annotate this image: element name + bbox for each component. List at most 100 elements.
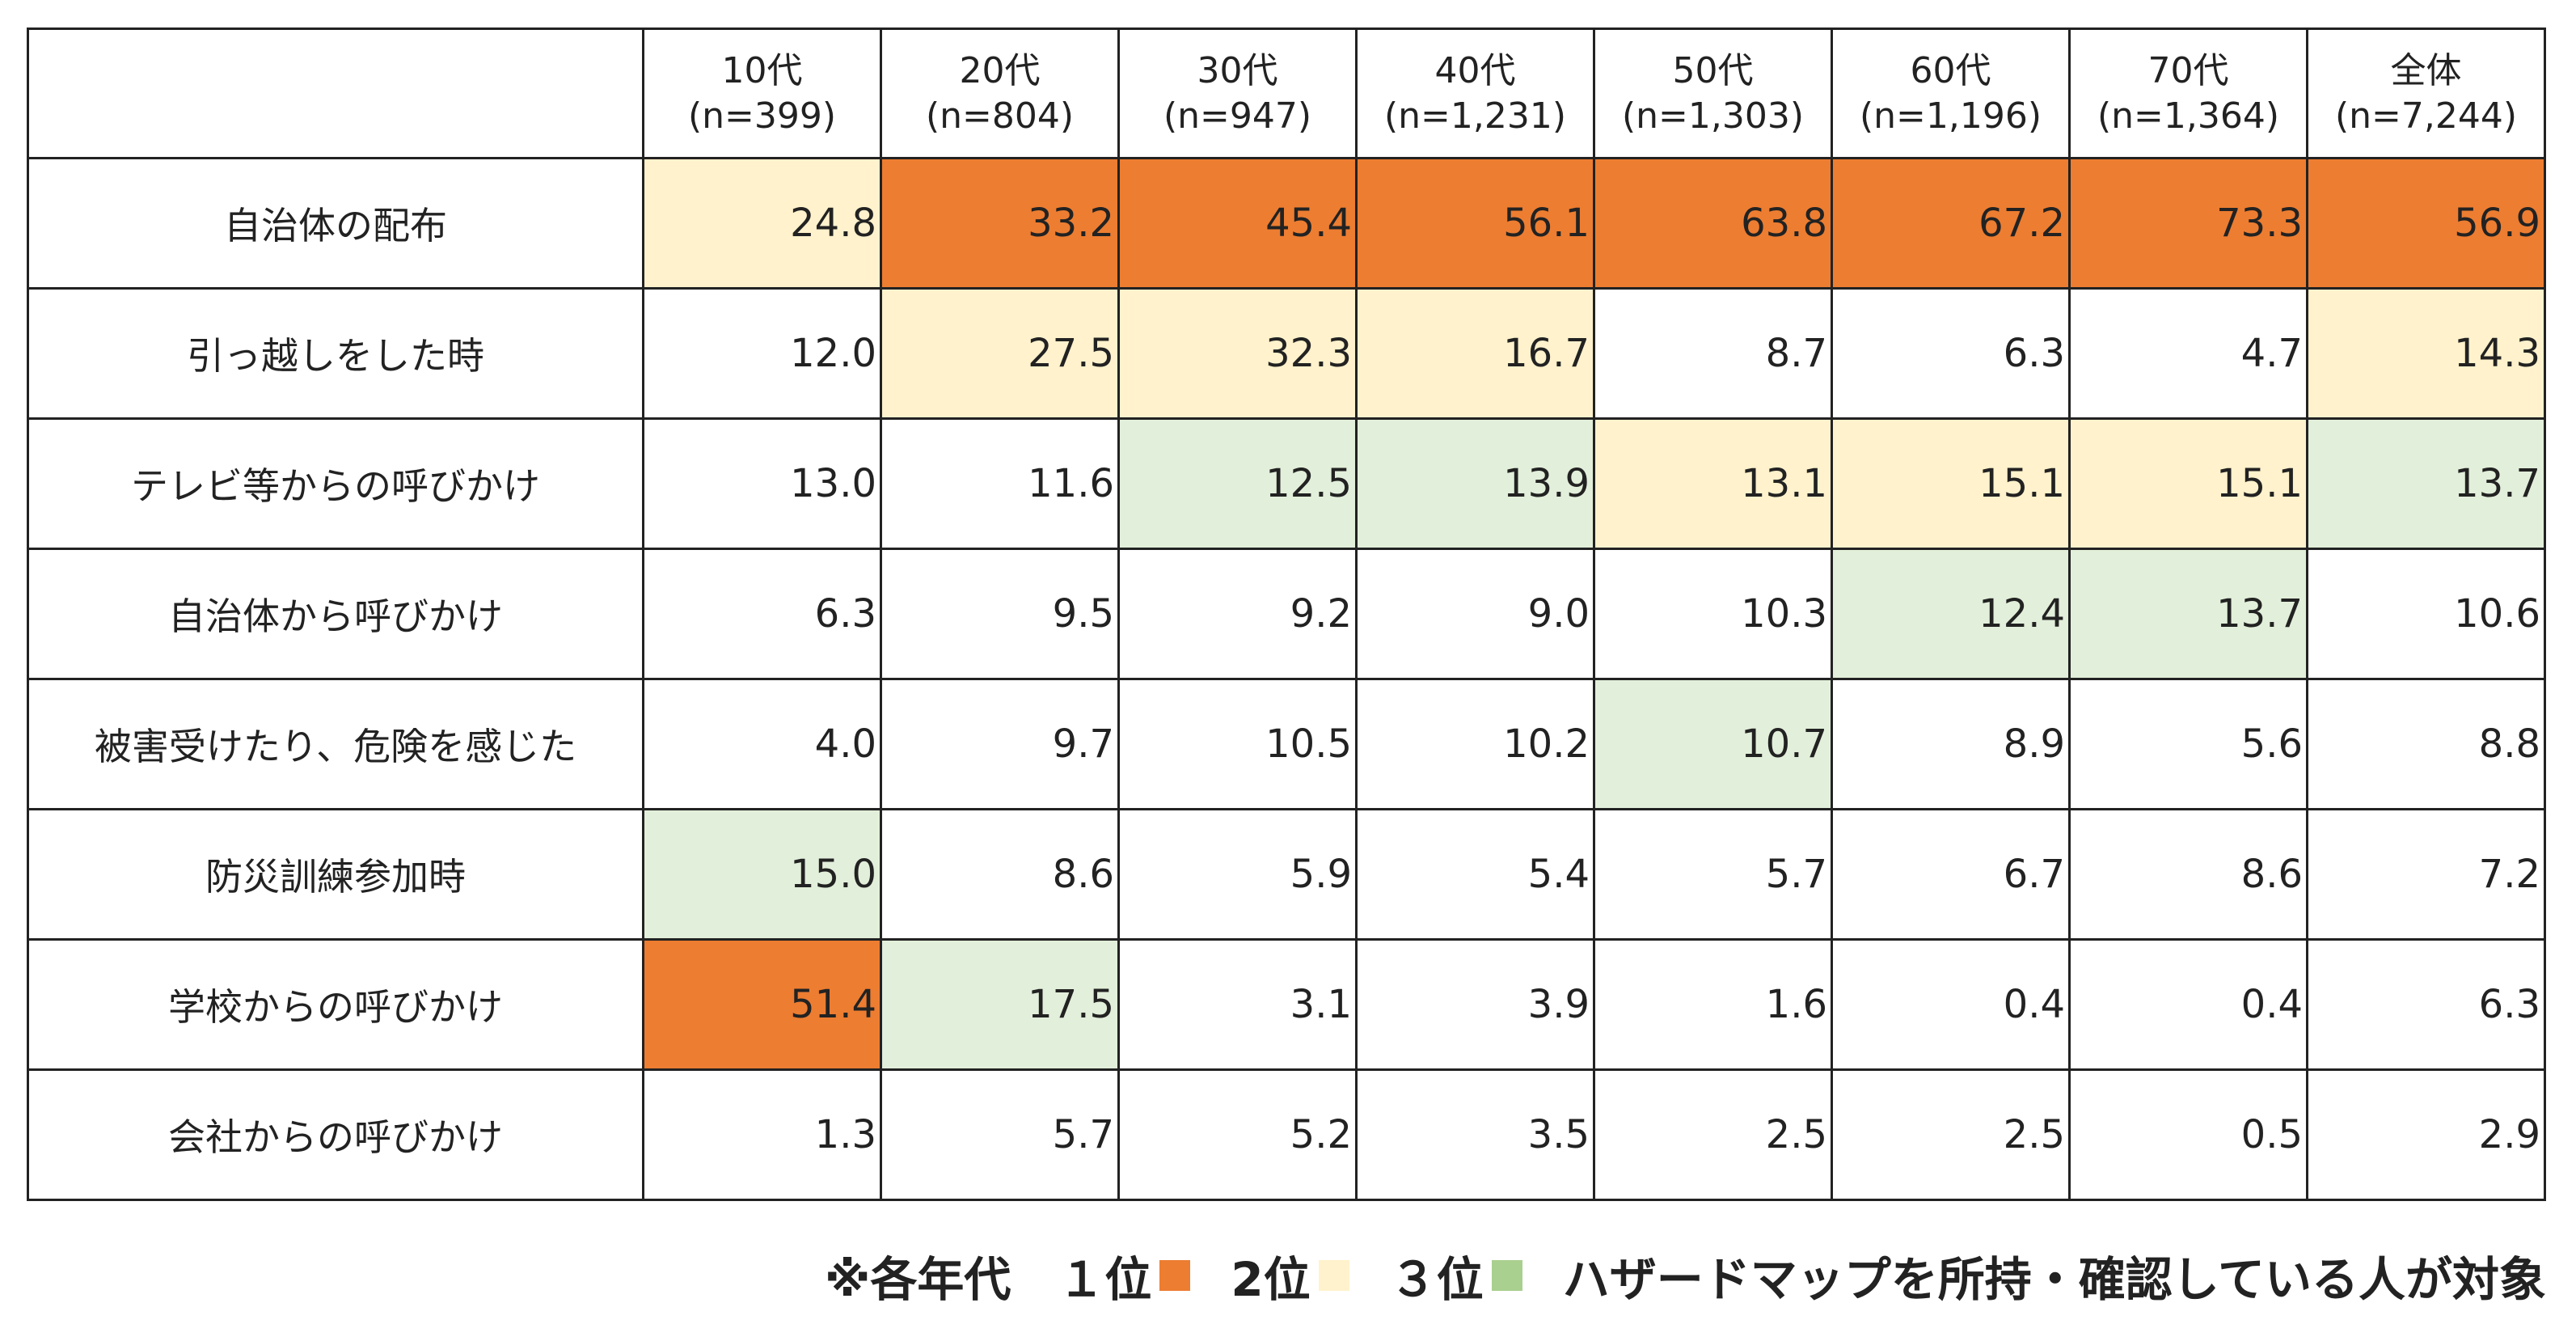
- value-cell: 5.9: [1117, 808, 1358, 941]
- value-cell: 63.8: [1593, 157, 1833, 290]
- value-cell: 10.6: [2306, 548, 2546, 680]
- column-header: 20代 (n=804): [880, 27, 1120, 159]
- value-cell: 4.0: [642, 678, 882, 810]
- legend-rank2-label: 2位: [1231, 1252, 1311, 1307]
- value-cell: 51.4: [642, 938, 882, 1071]
- row-label: 自治体の配布: [27, 157, 644, 290]
- ranking-table-container: 10代 (n=399) 20代 (n=804) 30代 (n=947) 40代 (n=1,23…: [27, 27, 2546, 1201]
- column-header-label: 20代: [959, 49, 1041, 91]
- value-cell: 6.3: [2306, 938, 2546, 1071]
- table-row: 会社からの呼びかけ 1.3 5.7 5.2 3.5 2.5 2.5 0.5 2.9: [27, 1068, 2546, 1201]
- value-cell: 12.5: [1117, 417, 1358, 550]
- value-cell: 27.5: [880, 287, 1120, 420]
- value-cell: 10.3: [1593, 548, 1833, 680]
- value-cell: 10.2: [1355, 678, 1595, 810]
- column-header-label: 70代: [2147, 49, 2229, 91]
- table-row: テレビ等からの呼びかけ 13.0 11.6 12.5 13.9 13.1 15.1 15.1 1…: [27, 417, 2546, 550]
- value-cell: 56.1: [1355, 157, 1595, 290]
- column-header-sample-size: (n=804): [925, 95, 1075, 137]
- legend-rank1-swatch: [1159, 1260, 1191, 1291]
- column-header-sample-size: (n=1,303): [1621, 95, 1805, 137]
- table-row: 引っ越しをした時 12.0 27.5 32.3 16.7 8.7 6.3 4.7 14.3: [27, 287, 2546, 420]
- column-header: 60代 (n=1,196): [1831, 27, 2071, 159]
- column-header-sample-size: (n=399): [687, 95, 837, 137]
- column-header-sample-size: (n=7,244): [2334, 95, 2518, 137]
- value-cell: 13.7: [2068, 548, 2308, 680]
- column-header-label: 30代: [1197, 49, 1278, 91]
- column-header-sample-size: (n=1,231): [1383, 95, 1567, 137]
- table-row: 学校からの呼びかけ 51.4 17.5 3.1 3.9 1.6 0.4 0.4 6.3: [27, 938, 2546, 1071]
- value-cell: 15.1: [2068, 417, 2308, 550]
- value-cell: 4.7: [2068, 287, 2308, 420]
- value-cell: 17.5: [880, 938, 1120, 1071]
- row-label: 自治体から呼びかけ: [27, 548, 644, 680]
- value-cell: 32.3: [1117, 287, 1358, 420]
- row-label: テレビ等からの呼びかけ: [27, 417, 644, 550]
- legend-rank3-label: ３位: [1389, 1252, 1484, 1307]
- table-row: 自治体から呼びかけ 6.3 9.5 9.2 9.0 10.3 12.4 13.7 10.6: [27, 548, 2546, 680]
- value-cell: 45.4: [1117, 157, 1358, 290]
- value-cell: 8.6: [880, 808, 1120, 941]
- legend-rank1-label: ※各年代 １位: [825, 1252, 1152, 1307]
- legend-note: ハザードマップを所持・確認している人が対象: [1562, 1252, 2547, 1307]
- corner-cell: [27, 27, 644, 159]
- value-cell: 5.6: [2068, 678, 2308, 810]
- value-cell: 5.7: [880, 1068, 1120, 1201]
- value-cell: 2.5: [1593, 1068, 1833, 1201]
- column-header-label: 10代: [721, 49, 803, 91]
- value-cell: 0.4: [2068, 938, 2308, 1071]
- column-header: 70代 (n=1,364): [2068, 27, 2308, 159]
- value-cell: 3.1: [1117, 938, 1358, 1071]
- value-cell: 0.5: [2068, 1068, 2308, 1201]
- header-row: 10代 (n=399) 20代 (n=804) 30代 (n=947) 40代 (n=1,23…: [27, 27, 2546, 159]
- row-label: 防災訓練参加時: [27, 808, 644, 941]
- column-header-label: 40代: [1434, 49, 1516, 91]
- value-cell: 9.7: [880, 678, 1120, 810]
- value-cell: 10.7: [1593, 678, 1833, 810]
- value-cell: 13.7: [2306, 417, 2546, 550]
- value-cell: 13.0: [642, 417, 882, 550]
- row-label: 被害受けたり、危険を感じた: [27, 678, 644, 810]
- table-row: 自治体の配布 24.8 33.2 45.4 56.1 63.8 67.2 73.3 56.9: [27, 157, 2546, 290]
- value-cell: 14.3: [2306, 287, 2546, 420]
- value-cell: 6.3: [642, 548, 882, 680]
- value-cell: 6.3: [1831, 287, 2071, 420]
- column-header-label: 50代: [1672, 49, 1754, 91]
- value-cell: 8.9: [1831, 678, 2071, 810]
- value-cell: 10.5: [1117, 678, 1358, 810]
- row-label: 会社からの呼びかけ: [27, 1068, 644, 1201]
- column-header-sample-size: (n=1,364): [2097, 95, 2280, 137]
- table-row: 防災訓練参加時 15.0 8.6 5.9 5.4 5.7 6.7 8.6 7.2: [27, 808, 2546, 941]
- value-cell: 56.9: [2306, 157, 2546, 290]
- value-cell: 9.2: [1117, 548, 1358, 680]
- legend-rank2-swatch: [1318, 1260, 1349, 1291]
- column-header-label: 60代: [1910, 49, 1991, 91]
- column-header: 40代 (n=1,231): [1355, 27, 1595, 159]
- value-cell: 2.9: [2306, 1068, 2546, 1201]
- value-cell: 13.1: [1593, 417, 1833, 550]
- value-cell: 1.6: [1593, 938, 1833, 1071]
- value-cell: 12.0: [642, 287, 882, 420]
- value-cell: 12.4: [1831, 548, 2071, 680]
- value-cell: 15.1: [1831, 417, 2071, 550]
- legend-rank3-swatch: [1491, 1260, 1522, 1291]
- value-cell: 9.5: [880, 548, 1120, 680]
- value-cell: 6.7: [1831, 808, 2071, 941]
- value-cell: 9.0: [1355, 548, 1595, 680]
- row-label: 引っ越しをした時: [27, 287, 644, 420]
- value-cell: 2.5: [1831, 1068, 2071, 1201]
- value-cell: 16.7: [1355, 287, 1595, 420]
- value-cell: 24.8: [642, 157, 882, 290]
- value-cell: 3.9: [1355, 938, 1595, 1071]
- value-cell: 8.7: [1593, 287, 1833, 420]
- value-cell: 5.4: [1355, 808, 1595, 941]
- column-header-sample-size: (n=1,196): [1859, 95, 2042, 137]
- value-cell: 7.2: [2306, 808, 2546, 941]
- value-cell: 33.2: [880, 157, 1120, 290]
- value-cell: 8.6: [2068, 808, 2308, 941]
- value-cell: 1.3: [642, 1068, 882, 1201]
- ranking-table: 10代 (n=399) 20代 (n=804) 30代 (n=947) 40代 (n=1,23…: [27, 27, 2546, 1201]
- value-cell: 73.3: [2068, 157, 2308, 290]
- value-cell: 5.2: [1117, 1068, 1358, 1201]
- column-header-sample-size: (n=947): [1163, 95, 1312, 137]
